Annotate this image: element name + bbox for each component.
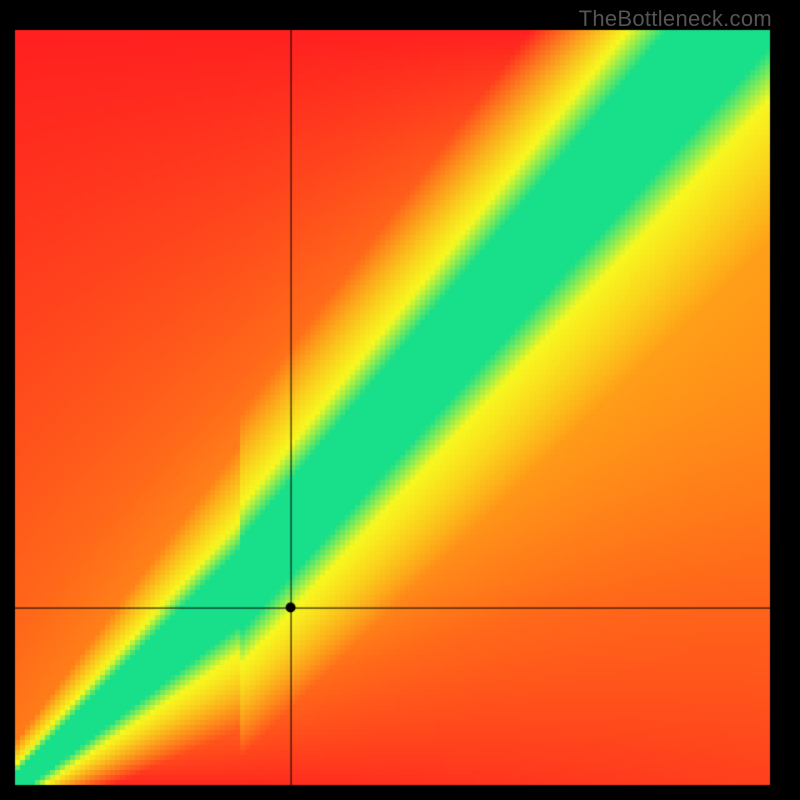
chart-container: TheBottleneck.com: [0, 0, 800, 800]
bottleneck-heatmap: [0, 0, 800, 800]
watermark: TheBottleneck.com: [579, 6, 772, 32]
